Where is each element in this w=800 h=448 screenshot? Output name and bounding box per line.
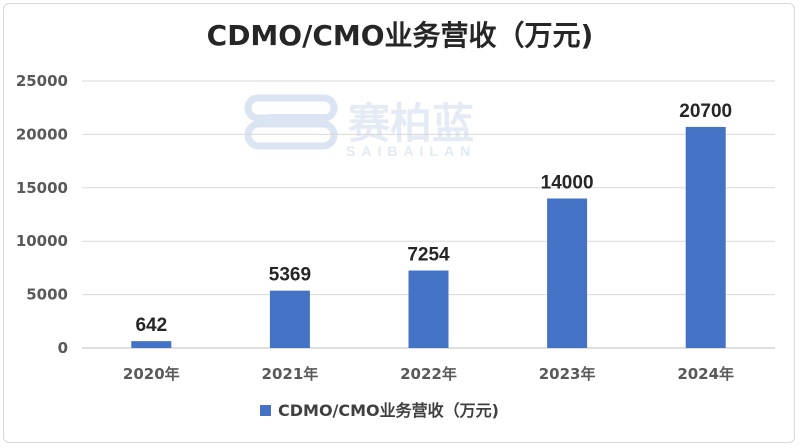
watermark-brand-en: SAIBAILAN <box>346 143 476 159</box>
y-tick-label: 20000 <box>16 125 68 143</box>
data-label: 14000 <box>541 172 594 193</box>
bar <box>547 198 588 348</box>
legend-swatch <box>260 405 271 416</box>
x-tick-label: 2020年 <box>123 365 180 383</box>
x-axis: 2020年 2021年 2022年 2023年 2024年 <box>123 365 734 383</box>
y-tick-label: 0 <box>58 339 68 357</box>
chart-frame <box>3 3 795 443</box>
x-tick-label: 2023年 <box>539 365 596 383</box>
bar <box>269 290 310 348</box>
data-label: 20700 <box>679 101 732 122</box>
watermark-brand-cn: 赛柏蓝 <box>348 99 474 148</box>
watermark: 赛柏蓝 SAIBAILAN <box>244 94 476 159</box>
y-tick-label: 5000 <box>26 286 68 304</box>
x-tick-label: 2022年 <box>400 365 457 383</box>
y-tick-label: 25000 <box>16 72 68 90</box>
x-tick-label: 2024年 <box>677 365 734 383</box>
y-axis: 0 5000 10000 15000 20000 25000 <box>16 72 68 357</box>
x-tick-label: 2021年 <box>262 365 319 383</box>
data-label: 5369 <box>269 265 311 286</box>
legend-label: CDMO/CMO业务营收（万元) <box>278 401 499 420</box>
bar <box>131 341 172 348</box>
watermark-logo-icon <box>244 94 338 150</box>
y-tick-label: 10000 <box>16 232 68 250</box>
bar <box>408 270 449 348</box>
data-label: 7254 <box>407 245 450 266</box>
legend: CDMO/CMO业务营收（万元) <box>260 401 499 420</box>
bars: 642 5369 7254 14000 20700 <box>131 101 732 348</box>
y-tick-label: 15000 <box>16 179 68 197</box>
data-label: 642 <box>135 315 167 336</box>
bar <box>685 126 726 348</box>
chart-title: CDMO/CMO业务营收（万元) <box>206 19 594 52</box>
